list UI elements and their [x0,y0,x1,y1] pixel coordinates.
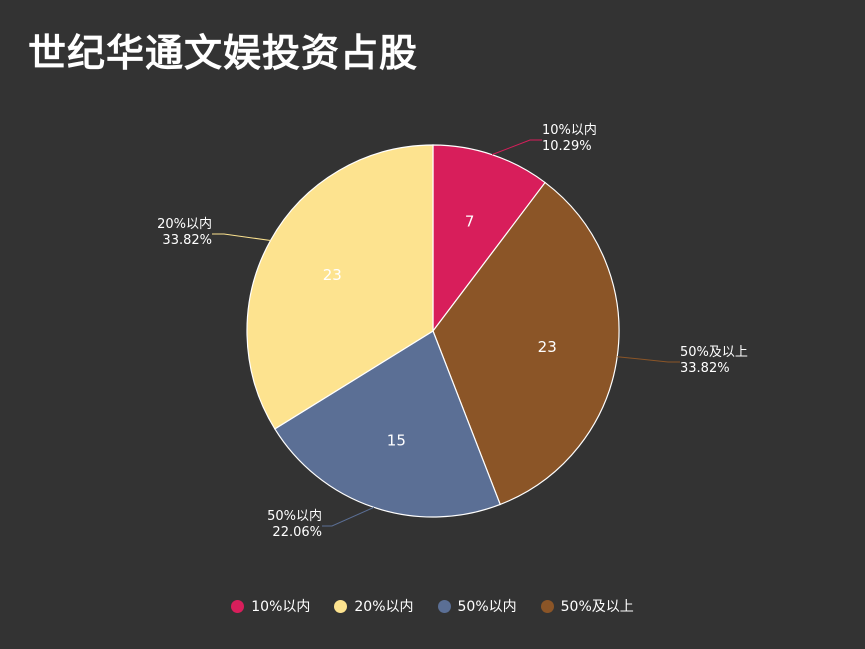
legend-item-50pct-plus[interactable]: 50%及以上 [540,596,634,616]
pie-slice-3[interactable] [246,144,434,430]
slice-value-label: 23 [323,266,342,284]
slice-callouts: 10%以内10.29%50%及以上33.82%50%以内22.06%20%以内3… [157,122,748,540]
callout-category-label: 10%以内 [542,122,597,138]
legend-swatch [540,599,554,613]
legend-label: 50%以内 [457,599,517,615]
slice-value-label: 15 [387,431,406,449]
legend-swatch [334,599,348,613]
slice-value-label: 23 [538,338,557,356]
legend-swatch [231,599,245,613]
legend-label: 10%以内 [251,599,311,615]
slice-value-labels: 7 23 15 23 [323,213,557,450]
pie-slices [246,144,620,518]
callout-percent-label: 22.06% [272,525,322,540]
callout-leader-line [212,233,271,241]
legend-swatch [437,599,451,613]
chart-title: 世纪华通文娱投资占股 [28,31,419,75]
callout-percent-label: 33.82% [162,233,212,248]
callout-leader-line [491,139,542,156]
slice-value-label: 7 [465,213,475,231]
callout-leader-line [617,356,680,363]
callout-leader-line [322,506,375,527]
callout-category-label: 50%以内 [267,508,322,524]
callout-percent-label: 33.82% [680,361,730,376]
chart-legend: 10%以内 20%以内 50%以内 50%及以上 [0,596,865,616]
callout-percent-label: 10.29% [542,139,592,154]
legend-item-10pct[interactable]: 10%以内 [231,596,310,616]
callout-category-label: 20%以内 [157,216,212,232]
callout-category-label: 50%及以上 [680,345,748,360]
legend-item-50pct[interactable]: 50%以内 [437,596,517,616]
pie-slice-1[interactable] [432,181,620,506]
legend-label: 50%及以上 [560,599,634,615]
legend-item-20pct[interactable]: 20%以内 [334,596,414,616]
legend-label: 20%以内 [354,599,414,615]
pie-slice-2[interactable] [274,330,501,518]
pie-slice-0[interactable] [432,144,546,333]
